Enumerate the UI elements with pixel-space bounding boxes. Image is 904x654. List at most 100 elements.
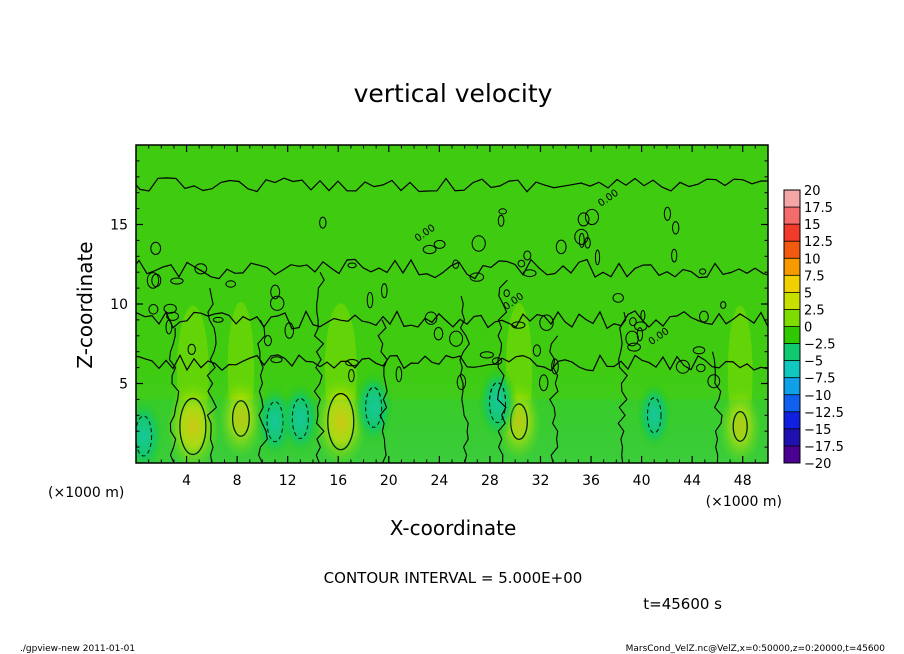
x-tick-label: 24	[430, 473, 448, 489]
contour-blob	[625, 330, 639, 347]
contour-blob	[699, 268, 707, 275]
contour-blob	[151, 273, 162, 288]
contour-blob	[150, 241, 162, 255]
contour-blob	[574, 228, 589, 245]
contour-blob	[148, 304, 159, 315]
colorbar-swatch	[784, 428, 800, 447]
contour-blob	[422, 244, 437, 255]
x-tick-label: 8	[233, 473, 242, 489]
contour-blob	[627, 342, 641, 352]
colorbar-swatch	[784, 411, 800, 430]
colorbar-swatch	[784, 360, 800, 379]
colorbar-swatch	[784, 445, 800, 464]
contour-blob	[433, 327, 444, 341]
colorbar-label: 0	[804, 321, 812, 336]
contour-blob	[584, 237, 591, 249]
colorbar-swatch	[784, 190, 800, 208]
colorbar-label: −15	[804, 423, 831, 438]
contour-blob	[146, 272, 160, 289]
contour-blob	[212, 316, 224, 323]
updraft-core	[718, 388, 762, 463]
contour-blob	[672, 221, 680, 235]
contour-line	[206, 287, 218, 463]
colorbar-label: 15	[804, 218, 821, 233]
contour-blob	[594, 249, 601, 266]
contour-blob	[270, 356, 283, 364]
x-tick-label: 40	[633, 473, 651, 489]
contour-line	[136, 310, 768, 330]
contour-blob	[225, 280, 236, 288]
colorbar-label: 2.5	[804, 303, 825, 318]
colorbar-swatch	[784, 309, 800, 327]
downdraft-core	[280, 380, 321, 457]
contour-blob	[663, 206, 672, 221]
contour-blob	[366, 291, 374, 309]
footer-left: ./gpview-new 2011-01-01	[20, 644, 135, 654]
colorbar-swatch	[784, 326, 800, 345]
chart-title: vertical velocity	[354, 79, 553, 108]
contour-blob	[498, 208, 508, 215]
x-tick-label: 28	[481, 473, 499, 489]
contour-blob	[692, 346, 706, 355]
colorbar-swatch	[784, 343, 800, 362]
contour-blob	[348, 369, 355, 383]
contour-blob	[263, 335, 272, 347]
colorbar-swatch	[784, 292, 800, 310]
contour-blob	[707, 374, 721, 389]
colorbar-swatch	[784, 224, 800, 242]
colorbar: 20 17.5 15 12.5 10 7.5 5 2.5 0 −2.5 −5 −7.5 −10 −12.5…	[783, 184, 844, 472]
updraft-core	[218, 379, 264, 458]
contour-blob	[523, 250, 532, 261]
contour-line	[327, 393, 355, 451]
x-tick-label: 12	[279, 473, 297, 489]
colorbar-swatch	[784, 241, 800, 259]
contour-blob	[503, 289, 510, 298]
colorbar-label: −2.5	[804, 338, 836, 353]
contour-line	[136, 177, 768, 193]
contour-blob	[720, 301, 727, 309]
contour-blob	[433, 239, 446, 249]
contour-line	[136, 353, 768, 372]
contour-blob	[497, 214, 505, 227]
contour-blob	[578, 232, 585, 248]
downdraft-core	[636, 380, 672, 451]
contour-blob	[696, 363, 706, 373]
time-text: t=45600 s	[643, 595, 722, 613]
colorbar-label: −10	[804, 389, 831, 404]
contour-blob	[395, 366, 403, 383]
y-tick-label: 15	[110, 218, 128, 234]
x-unit-right: (×1000 m)	[706, 494, 782, 510]
contour-line	[732, 410, 748, 442]
colorbar-label: −7.5	[804, 372, 836, 387]
x-tick-label: 32	[532, 473, 550, 489]
colorbar-label: 10	[804, 252, 821, 267]
contour-blob	[449, 330, 464, 347]
updraft-core	[314, 377, 367, 463]
contour-blob	[551, 358, 559, 375]
y-tick-label: 5	[119, 377, 128, 393]
colorbar-label: 17.5	[804, 201, 833, 216]
contour-blob	[577, 212, 590, 227]
x-tick-label: 48	[734, 473, 752, 489]
contour-blob	[634, 321, 648, 332]
contour-line-negative	[488, 382, 507, 424]
colorbar-swatch	[784, 275, 800, 293]
contour-line-negative	[136, 415, 153, 457]
contour-blob	[612, 293, 624, 303]
contour-blob	[284, 322, 295, 339]
lower-layer-shade	[136, 399, 768, 463]
colorbar-label: −12.5	[804, 406, 844, 421]
contour-blob	[345, 359, 359, 367]
contour-blob	[522, 269, 537, 278]
colorbar-label: 7.5	[804, 269, 825, 284]
contour-line	[617, 311, 629, 463]
contour-blob	[270, 295, 285, 311]
plot-area: 0.000.000.000.00	[135, 144, 769, 464]
colorbar-label: 20	[804, 184, 821, 199]
x-tick-label: 44	[683, 473, 701, 489]
contour-blob	[165, 319, 173, 335]
contour-blob	[170, 277, 184, 285]
contour-blob	[319, 216, 327, 229]
downdraft-core	[136, 397, 164, 463]
